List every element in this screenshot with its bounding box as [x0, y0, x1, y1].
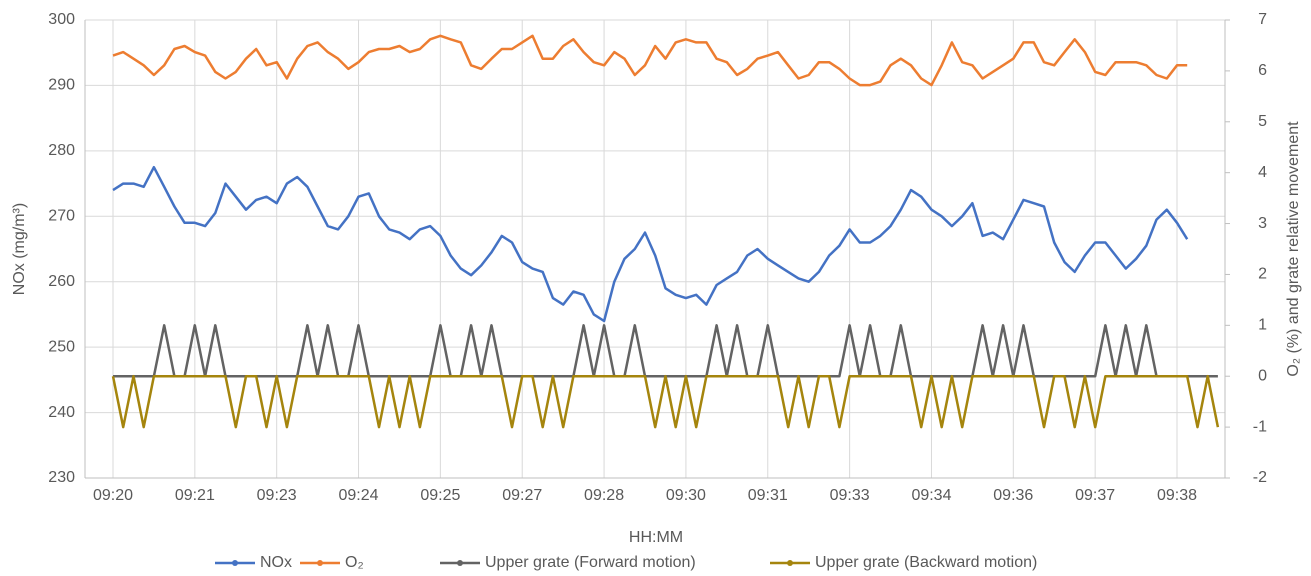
- legend-label: NOx: [260, 554, 292, 571]
- x-tick-label: 09:23: [257, 487, 297, 504]
- y2-axis-label: O₂ (%) and grate relative movement: [1285, 121, 1302, 377]
- y2-tick-label: 3: [1258, 215, 1267, 232]
- x-tick-label: 09:34: [911, 487, 951, 504]
- legend-marker: [457, 560, 463, 566]
- y-tick-label: 270: [48, 208, 75, 225]
- y-tick-label: 260: [48, 273, 75, 290]
- series-line: [112, 34, 1188, 87]
- y-tick-label: 250: [48, 338, 75, 355]
- series-line: [113, 324, 1218, 378]
- y2-tick-label: 7: [1258, 11, 1267, 28]
- y-tick-label: 300: [48, 11, 75, 28]
- legend-label: Upper grate (Backward motion): [815, 554, 1037, 571]
- x-tick-label: 09:33: [830, 487, 870, 504]
- x-tick-label: 09:28: [584, 487, 624, 504]
- x-tick-label: 09:31: [748, 487, 788, 504]
- x-tick-label: 09:20: [93, 487, 133, 504]
- x-tick-label: 09:25: [420, 487, 460, 504]
- x-tick-label: 09:37: [1075, 487, 1115, 504]
- y2-tick-label: 1: [1258, 317, 1267, 334]
- legend-marker: [317, 560, 323, 566]
- x-tick-label: 09:21: [175, 487, 215, 504]
- legend-label: O₂: [345, 554, 364, 571]
- x-tick-label: 09:36: [993, 487, 1033, 504]
- y-tick-label: 280: [48, 142, 75, 159]
- x-tick-label: 09:27: [502, 487, 542, 504]
- y2-tick-label: 4: [1258, 164, 1267, 181]
- x-axis-label: HH:MM: [629, 529, 683, 546]
- x-tick-label: 09:38: [1157, 487, 1197, 504]
- y2-tick-label: -2: [1253, 469, 1267, 486]
- y-tick-label: 230: [48, 469, 75, 486]
- y2-tick-label: 6: [1258, 62, 1267, 79]
- series-line: [111, 374, 1220, 429]
- y2-tick-label: -1: [1253, 418, 1267, 435]
- x-tick-label: 09:24: [339, 487, 379, 504]
- y-tick-label: 290: [48, 77, 75, 94]
- y-axis-label: NOx (mg/m³): [11, 203, 28, 295]
- y-tick-label: 240: [48, 404, 75, 421]
- series-line: [112, 165, 1189, 323]
- legend-marker: [232, 560, 238, 566]
- legend-marker: [787, 560, 793, 566]
- y2-tick-label: 2: [1258, 266, 1267, 283]
- y2-tick-label: 5: [1258, 113, 1267, 130]
- legend-label: Upper grate (Forward motion): [485, 554, 696, 571]
- y2-tick-label: 0: [1258, 367, 1267, 384]
- x-tick-label: 09:30: [666, 487, 706, 504]
